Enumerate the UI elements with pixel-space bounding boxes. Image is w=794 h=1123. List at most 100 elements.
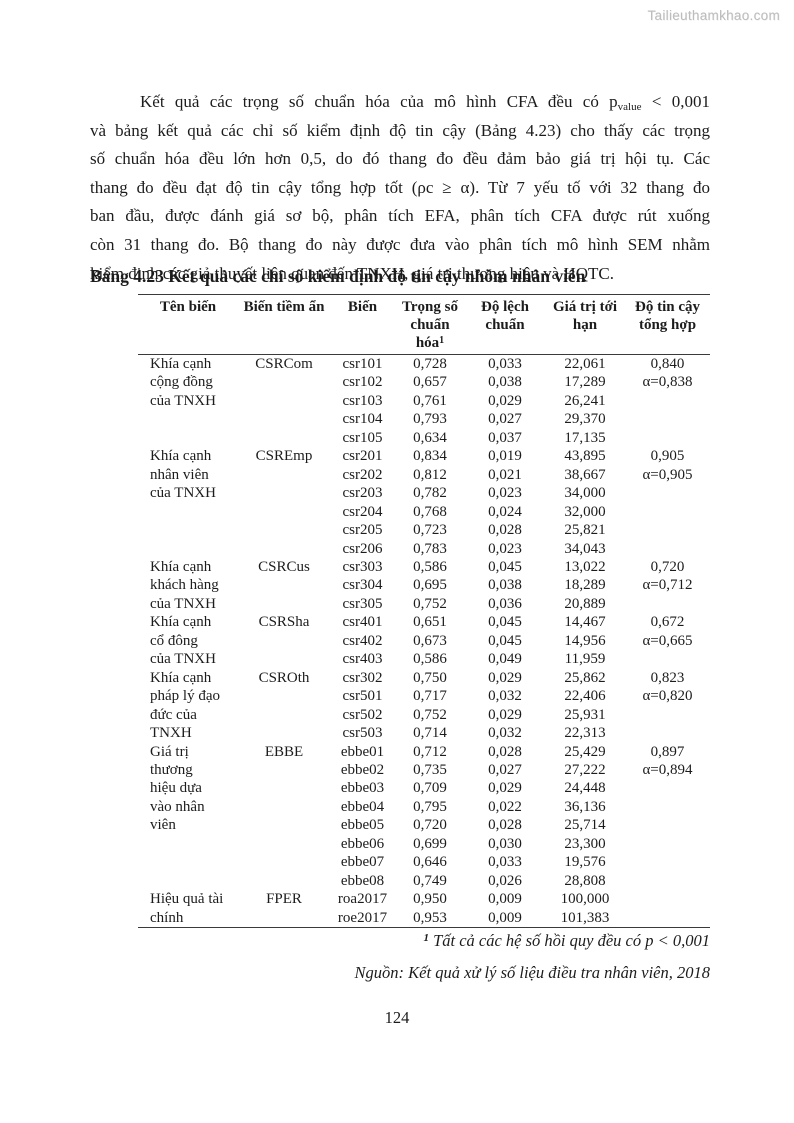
table-cell: 0,728 [413, 356, 447, 372]
table-cell: 43,895 [564, 448, 606, 465]
table-cell: 38,667 [564, 466, 606, 483]
table-cell [238, 761, 330, 779]
table-cell [238, 872, 330, 890]
table-cell: 0,029 [488, 780, 522, 797]
table-cell [625, 595, 710, 613]
table-cell: 19,576 [564, 854, 606, 871]
table-cell: 23,300 [564, 835, 606, 852]
table-cell: Khía cạnh [150, 356, 212, 372]
table-cell: 0,036 [488, 595, 522, 612]
table-cell [238, 503, 330, 521]
table-row: csr204 0,768 0,024 32,000 [138, 503, 710, 521]
table-cell: Khía cạnh [150, 448, 212, 465]
table-cell [625, 706, 710, 724]
table-cell [238, 484, 330, 502]
column-header: Trọng số chuẩn hóa1 [402, 299, 458, 351]
table-cell: EBBE [264, 743, 304, 760]
table-cell: 0,897 [650, 743, 685, 760]
table-cell: 36,136 [564, 798, 606, 815]
table-cell: 0,717 [413, 688, 447, 705]
table-cell: 26,241 [564, 392, 606, 409]
table-cell: 0,038 [488, 374, 522, 391]
table-cell: 0,586 [413, 558, 447, 575]
table-cell: 0,782 [413, 485, 447, 502]
paragraph-line: còn 31 thang đo. Bộ thang đo này được đư… [90, 234, 710, 254]
table-cell: 0,840 [650, 356, 685, 372]
table-cell: ebbe07 [340, 854, 385, 871]
table-cell: 0,695 [413, 577, 447, 594]
table-cell: 0,950 [413, 891, 447, 908]
table-cell [625, 816, 710, 834]
table-cell: 0,019 [488, 448, 522, 465]
table-cell: α=0,820 [642, 688, 693, 705]
table-cell [238, 779, 330, 797]
table-cell: 0,021 [488, 466, 522, 483]
paragraph-line1-post: < 0,001 [641, 92, 710, 111]
table-cell: 32,000 [564, 503, 606, 520]
table-cell: 17,135 [564, 429, 606, 446]
table-cell: 0,023 [488, 540, 522, 557]
table-row: đức của csr502 0,752 0,029 25,931 [138, 706, 710, 724]
table-cell [238, 521, 330, 539]
table-cell: ebbe04 [340, 798, 385, 815]
table-cell [238, 392, 330, 410]
table-row: cổ đông csr402 0,673 0,045 14,956 α=0,665 [138, 632, 710, 650]
table-cell: 0,699 [413, 835, 447, 852]
table-cell: viên [150, 817, 176, 834]
table-cell: Khía cạnh [150, 669, 212, 686]
table-row: TNXH csr503 0,714 0,032 22,313 [138, 724, 710, 742]
table-cell: 0,749 [413, 872, 447, 889]
table-row: của TNXH csr305 0,752 0,036 20,889 [138, 595, 710, 613]
table-cell: 0,646 [413, 854, 447, 871]
paragraph-line: kiểm định các giả thuyết liên quan đến T… [90, 263, 614, 283]
table-cell: 0,029 [488, 392, 522, 409]
reliability-table: Tên biến Biến tiềm ẩn Biến Trọng số chuẩn h… [138, 294, 710, 928]
table-cell [138, 429, 238, 447]
table-cell: 0,037 [488, 429, 522, 446]
table-cell: thương [150, 761, 193, 778]
table-cell: 0,038 [488, 577, 522, 594]
table-cell [625, 798, 710, 816]
table-cell: CSREmp [255, 448, 313, 465]
table-cell: 0,768 [413, 503, 447, 520]
table-row: hiệu dựa ebbe03 0,709 0,029 24,448 [138, 779, 710, 797]
paragraph: Kết quả các trọng số chuẩn hóa của mô hì… [90, 88, 710, 288]
table-cell: 0,651 [413, 614, 447, 631]
table-cell [138, 872, 238, 890]
table-cell [625, 521, 710, 539]
table-cell [625, 503, 710, 521]
table-row: Khía cạnh CSROth csr302 0,750 0,029 25,862 0,8… [138, 669, 710, 687]
table-cell: csr102 [342, 374, 383, 391]
table-cell: ebbe06 [340, 835, 385, 852]
table-cell: 25,821 [564, 522, 606, 539]
table-row: csr105 0,634 0,037 17,135 [138, 429, 710, 447]
table-cell: 0,812 [413, 466, 447, 483]
table-cell: csr502 [342, 706, 383, 723]
table-row: cộng đồng csr102 0,657 0,038 17,289 α=0,838 [138, 373, 710, 391]
table-cell [238, 466, 330, 484]
table-cell [238, 687, 330, 705]
table-cell: hiệu dựa [150, 780, 202, 797]
table-cell [625, 484, 710, 502]
table-cell [238, 410, 330, 428]
table-cell [238, 816, 330, 834]
table-cell: CSROth [258, 669, 310, 686]
table-cell: 17,289 [564, 374, 606, 391]
table-title: Bảng 4.23 Kết quả các chỉ số kiểm định đ… [90, 266, 586, 286]
table-cell [238, 540, 330, 558]
table-cell: ebbe08 [340, 872, 385, 889]
table-cell: 0,761 [413, 392, 447, 409]
table-cell: 22,061 [564, 356, 606, 372]
paragraph-line: và bảng kết quả các chỉ số kiểm định độ … [90, 120, 710, 140]
table-cell: 0,045 [488, 558, 522, 575]
table-row: khách hàng csr304 0,695 0,038 18,289 α=0,712 [138, 576, 710, 594]
table-cell: 0,752 [413, 706, 447, 723]
table-cell: của TNXH [150, 651, 216, 668]
watermark: Tailieuthamkhao.com [647, 8, 780, 23]
table-cell: chính [150, 909, 184, 926]
table-cell: 0,022 [488, 798, 522, 815]
table-cell: csr205 [342, 522, 383, 539]
table-cell: roa2017 [337, 891, 388, 908]
table-cell: α=0,894 [642, 761, 693, 778]
table-cell: 0,752 [413, 595, 447, 612]
